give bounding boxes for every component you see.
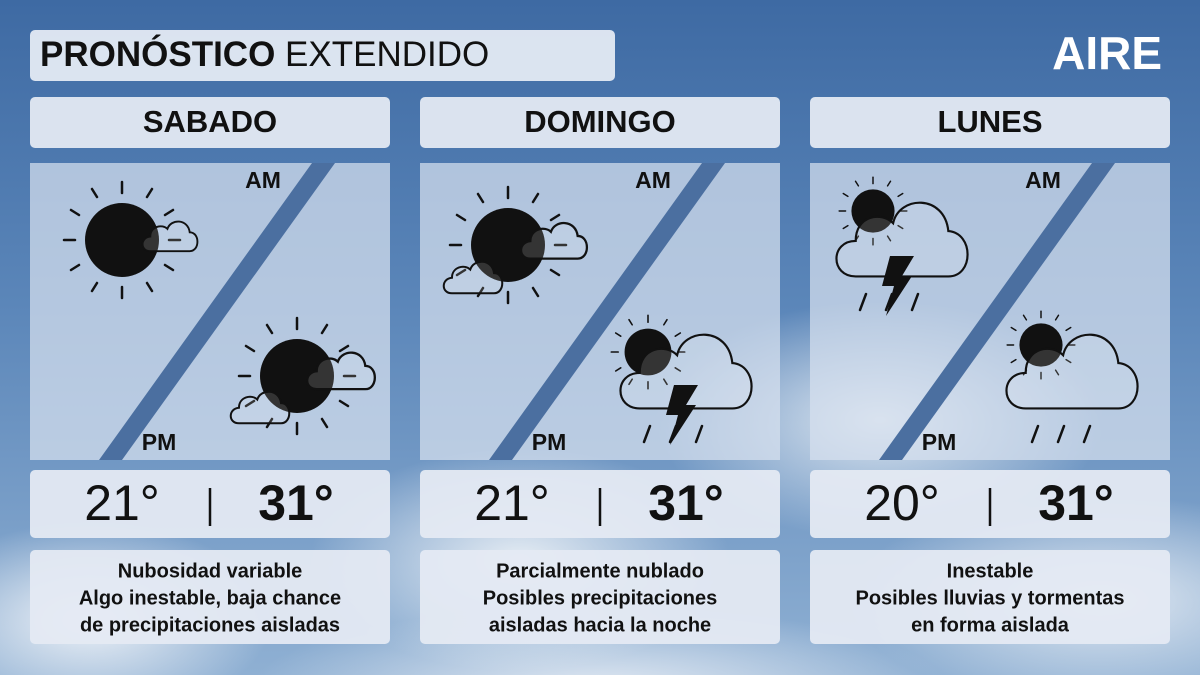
description-line: de precipitaciones aisladas <box>80 614 340 636</box>
description-box <box>420 550 780 644</box>
am-label: AM <box>245 167 281 193</box>
title-bar <box>30 30 615 81</box>
description-line: Algo inestable, baja chance <box>79 587 341 609</box>
am-label: AM <box>635 167 671 193</box>
divider-stripe <box>489 163 725 460</box>
temp-min: 21° <box>84 475 160 531</box>
description-line: en forma aislada <box>911 614 1070 636</box>
pm-label: PM <box>922 429 957 455</box>
divider-stripe <box>99 163 335 460</box>
day-name: SABADO <box>143 104 277 139</box>
description-line: Posibles precipitaciones <box>483 587 718 609</box>
title-rest: EXTENDIDO <box>285 35 489 74</box>
description-box <box>30 550 390 644</box>
temp-min: 20° <box>864 475 940 531</box>
day-name: LUNES <box>937 104 1042 139</box>
divider-stripe <box>879 163 1115 460</box>
description-line: Nubosidad variable <box>118 560 303 582</box>
description-line: Parcialmente nublado <box>496 560 704 582</box>
description-line: Inestable <box>947 560 1034 582</box>
description-box <box>810 550 1170 644</box>
day-header <box>420 97 780 148</box>
day-header <box>30 97 390 148</box>
day-header <box>810 97 1170 148</box>
temp-min: 21° <box>474 475 550 531</box>
description-line: aisladas hacia la noche <box>489 614 711 636</box>
brand-logo: AIRE <box>1052 27 1162 79</box>
temp-max: 31° <box>648 475 724 531</box>
pm-label: PM <box>142 429 177 455</box>
title-bold: PRONÓSTICO <box>40 34 275 74</box>
title: PRONÓSTICO EXTENDIDO <box>40 34 489 74</box>
description-line: Posibles lluvias y tormentas <box>856 587 1125 609</box>
am-label: AM <box>1025 167 1061 193</box>
pm-label: PM <box>532 429 567 455</box>
day-name: DOMINGO <box>524 104 676 139</box>
temp-max: 31° <box>258 475 334 531</box>
temp-max: 31° <box>1038 475 1114 531</box>
